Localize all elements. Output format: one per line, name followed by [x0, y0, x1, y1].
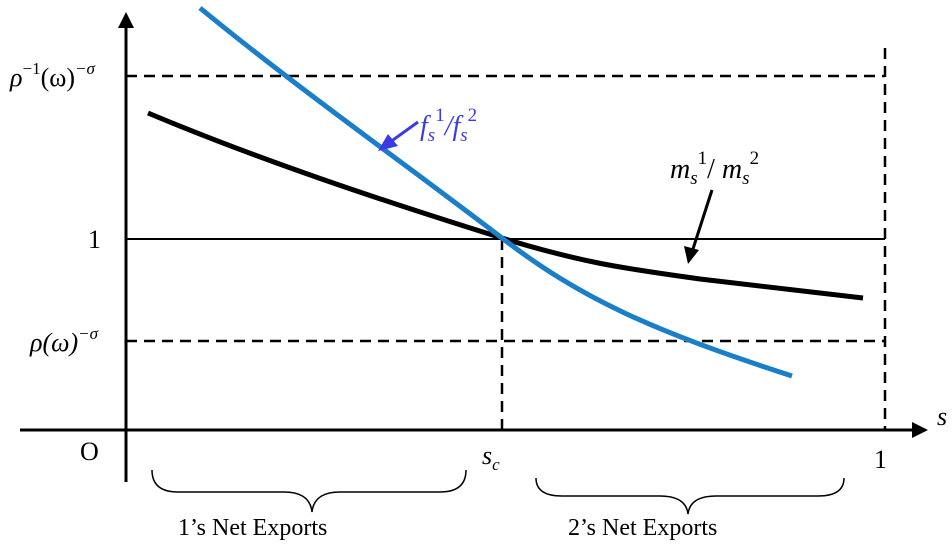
m-ratio-pointer-arrow: [690, 189, 714, 253]
f-ratio-pointer-arrowhead: [378, 134, 398, 151]
m-ratio-label: ms1/ ms2: [670, 148, 759, 189]
y-label-one: 1: [88, 225, 101, 254]
left-brace: [151, 469, 467, 513]
x-axis-label: s: [937, 402, 947, 431]
x-tick-one: 1: [874, 445, 887, 474]
x-tick-sc: sc: [482, 441, 500, 474]
m-ratio-pointer-arrowhead: [684, 246, 699, 264]
left-region-label: 1’s Net Exports: [178, 515, 327, 541]
y-axis-arrowhead: [118, 12, 134, 28]
m-ratio-curve: [147, 110, 864, 301]
origin-label: O: [80, 437, 99, 466]
y-label-upper: ρ−1(ω)−σ: [9, 59, 95, 92]
x-axis-arrowhead: [912, 422, 928, 438]
f-ratio-curve: [198, 6, 793, 379]
right-brace: [535, 477, 845, 515]
f-ratio-label: fs1/fs2: [420, 105, 477, 146]
right-region-label: 2’s Net Exports: [568, 515, 717, 541]
y-label-lower: ρ(ω)−σ: [29, 324, 99, 357]
